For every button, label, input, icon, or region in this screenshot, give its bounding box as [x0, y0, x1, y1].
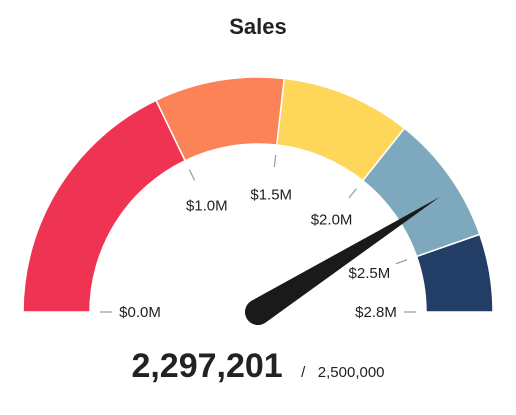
- target-label: 2,500,000: [318, 364, 385, 381]
- tick-mark-3: [273, 154, 277, 167]
- chart-title: Sales: [229, 14, 287, 39]
- gauge-bands: [22, 76, 494, 313]
- tick-mark-4: [348, 188, 357, 199]
- gauge-ticks: $0.0M $1.0M $1.5M $2.0M $2.5M $2.8M: [100, 154, 416, 321]
- tick-label-5: $2.5M: [349, 265, 391, 282]
- tick-label-2: $1.0M: [186, 198, 228, 215]
- gauge-band-1: [22, 99, 187, 313]
- value-readout: 2,297,201 / 2,500,000: [131, 347, 384, 385]
- value-separator: /: [301, 364, 306, 381]
- tick-label-1: $0.0M: [119, 304, 161, 321]
- tick-mark-2: [188, 169, 196, 181]
- tick-mark-5: [395, 259, 408, 265]
- gauge-needle-group: [244, 197, 440, 326]
- value-label: 2,297,201: [131, 347, 282, 385]
- gauge-band-5: [415, 233, 494, 313]
- tick-label-4: $2.0M: [311, 212, 353, 229]
- tick-label-3: $1.5M: [250, 187, 292, 204]
- gauge-needle: [244, 197, 440, 326]
- tick-label-6: $2.8M: [355, 304, 397, 321]
